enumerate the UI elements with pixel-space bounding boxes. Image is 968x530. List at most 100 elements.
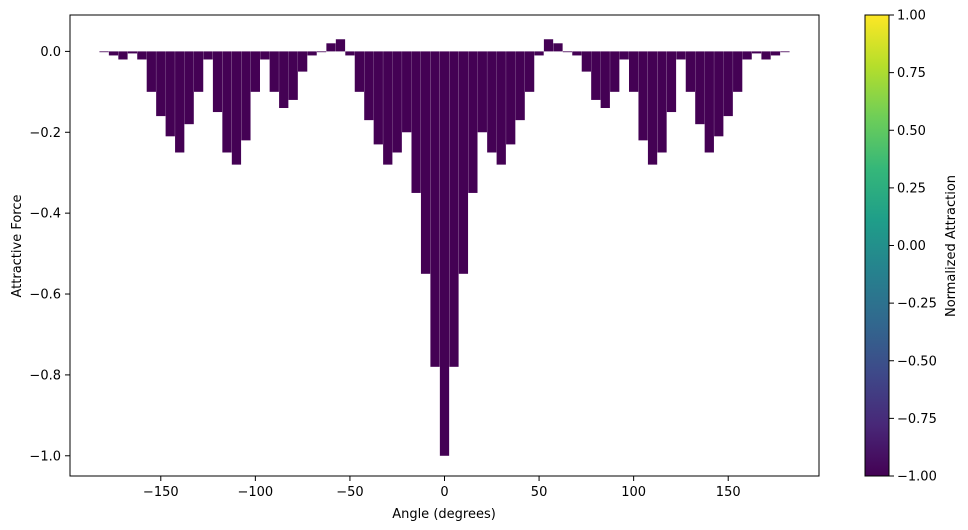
bar	[411, 51, 421, 193]
bar	[231, 51, 242, 165]
y-axis-label: Attractive Force	[10, 194, 25, 297]
bar	[647, 51, 658, 165]
bar	[610, 51, 620, 92]
x-tick-label: 100	[621, 485, 646, 500]
bar	[203, 51, 213, 60]
colorbar-tick-label: −0.50	[897, 354, 937, 369]
bar	[742, 51, 752, 60]
x-tick-label: −100	[237, 485, 273, 500]
bar	[619, 51, 629, 60]
bar	[260, 51, 270, 60]
bar	[430, 51, 440, 367]
y-tick-label: 0.0	[40, 45, 61, 60]
bar	[572, 51, 582, 56]
bar	[751, 51, 762, 54]
bar	[704, 51, 714, 153]
bar	[657, 51, 667, 153]
y-tick-label: −0.6	[29, 288, 61, 303]
bar	[714, 51, 724, 137]
bar	[402, 51, 412, 133]
bar	[468, 51, 478, 193]
x-tick-label: −150	[143, 485, 179, 500]
bar	[250, 51, 260, 92]
bar	[364, 51, 374, 121]
colorbar-tick-label: 0.50	[897, 124, 926, 139]
bar	[175, 51, 185, 153]
bar	[553, 43, 563, 52]
colorbar-tick-label: 0.25	[897, 181, 926, 196]
y-tick-label: −1.0	[29, 449, 61, 464]
bar	[420, 51, 431, 274]
bar	[165, 51, 175, 137]
bar	[212, 51, 223, 113]
bar	[184, 51, 194, 125]
bar	[676, 51, 686, 60]
bar	[316, 51, 327, 53]
bar	[487, 51, 497, 153]
colorbar-tick-label: 1.00	[897, 9, 926, 24]
colorbar-gradient	[864, 14, 890, 477]
bar	[307, 51, 317, 56]
y-tick-label: −0.8	[29, 368, 61, 383]
bar	[685, 51, 696, 92]
x-axis: −150 −100 −50 0 50 100 150	[143, 476, 741, 500]
bar	[439, 51, 450, 456]
x-axis-label: Angle (degrees)	[392, 507, 496, 522]
colorbar-label: Normalized Attraction	[944, 175, 959, 317]
bar	[770, 51, 781, 56]
bar	[515, 51, 525, 121]
bar	[345, 51, 355, 56]
bar	[449, 51, 459, 367]
bar	[118, 51, 128, 60]
bar	[506, 51, 516, 145]
bar	[629, 51, 639, 92]
bar	[383, 51, 393, 165]
bar	[335, 39, 346, 52]
bar	[591, 51, 601, 100]
bar	[269, 51, 279, 92]
colorbar-tick-label: −1.00	[897, 470, 937, 485]
bar	[193, 51, 204, 92]
bar	[298, 51, 308, 72]
bar	[146, 51, 156, 92]
colorbar-tick-label: 0.00	[897, 239, 926, 254]
bar	[600, 51, 610, 109]
bar	[241, 51, 251, 141]
bar	[127, 51, 138, 54]
bar	[288, 51, 298, 100]
bar	[496, 51, 506, 165]
colorbar: 1.00 0.75 0.50 0.25 0.00 −0.25 −0.50 −0.75 −1.00…	[864, 9, 959, 485]
bar	[477, 51, 487, 133]
colorbar-tick-label: −0.25	[897, 297, 937, 312]
bar	[279, 51, 289, 109]
bar	[354, 51, 365, 92]
bar	[562, 51, 573, 53]
colorbar-ticks: 1.00 0.75 0.50 0.25 0.00 −0.25 −0.50 −0.75 −1.00	[889, 9, 937, 485]
bar	[581, 51, 591, 72]
bar	[524, 51, 535, 92]
bar	[638, 51, 648, 141]
plot-frame	[69, 14, 820, 477]
bar	[695, 51, 705, 125]
bar	[108, 51, 119, 56]
bar	[543, 39, 554, 52]
y-tick-label: −0.2	[29, 126, 61, 141]
bar	[761, 51, 771, 60]
x-tick-label: 50	[531, 485, 548, 500]
bar	[373, 51, 383, 145]
bar	[392, 51, 402, 153]
colorbar-tick-label: −0.75	[897, 412, 937, 427]
bar	[780, 51, 790, 53]
bar	[666, 51, 677, 113]
bar	[723, 51, 733, 117]
bar	[222, 51, 232, 153]
bar	[99, 51, 109, 53]
x-tick-label: 0	[440, 485, 448, 500]
bar	[458, 51, 469, 274]
x-tick-label: 150	[716, 485, 741, 500]
bar	[733, 51, 743, 92]
bar	[156, 51, 166, 117]
bar	[534, 51, 544, 56]
bar	[326, 43, 336, 52]
